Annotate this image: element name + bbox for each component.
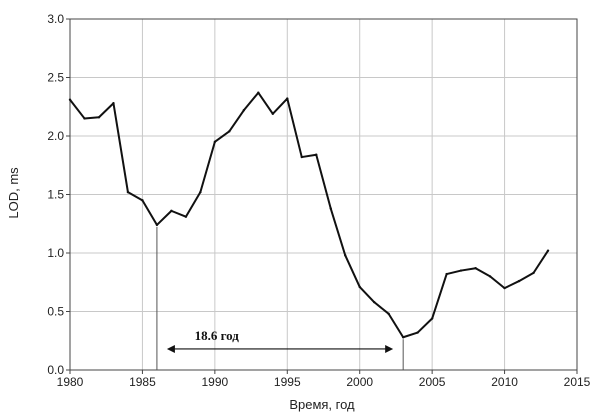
data-point — [373, 300, 376, 304]
y-axis-title: LOD, ms — [6, 167, 21, 219]
data-point — [459, 269, 463, 272]
data-point — [126, 190, 130, 194]
y-tick-label: 3.0 — [47, 12, 64, 26]
data-point — [416, 331, 419, 334]
data-point — [401, 336, 405, 339]
data-point — [68, 98, 72, 101]
tick-labels: 1980 1985 1990 1995 2000 2005 2010 2015 0.0 0.5 1.… — [47, 12, 590, 389]
data-point — [344, 254, 347, 257]
annotation: 18.6 год — [166, 328, 394, 353]
y-tick-label: 0.5 — [47, 305, 64, 319]
period-label: 18.6 год — [195, 328, 240, 343]
data-point — [170, 209, 173, 213]
x-axis-title: Время, год — [289, 397, 355, 412]
data-point — [300, 155, 303, 159]
x-tick-label: 2005 — [419, 375, 446, 389]
period-markers — [156, 226, 404, 370]
y-tick-label: 2.5 — [47, 71, 64, 85]
data-point — [488, 275, 492, 278]
data-point — [228, 130, 231, 133]
series-layer — [68, 91, 550, 339]
x-tick-label: 1990 — [202, 375, 229, 389]
x-tick-label: 1985 — [129, 375, 156, 389]
data-point — [474, 267, 477, 270]
data-point — [271, 112, 274, 115]
data-point — [315, 153, 318, 156]
data-point — [112, 102, 115, 105]
data-point — [503, 286, 506, 290]
data-point — [213, 140, 217, 144]
data-point — [445, 272, 448, 276]
lod-series-line — [69, 91, 549, 339]
data-point — [286, 97, 289, 100]
y-tick-label: 0.0 — [47, 363, 64, 377]
arrowhead-left — [166, 344, 175, 353]
data-point — [83, 117, 86, 120]
data-point — [387, 312, 390, 316]
data-point — [141, 199, 144, 202]
data-point — [532, 271, 535, 275]
data-point — [546, 249, 550, 252]
x-tick-label: 2015 — [564, 375, 591, 389]
data-point — [517, 279, 521, 283]
y-tick-label: 1.5 — [47, 188, 64, 202]
data-point — [329, 207, 332, 210]
y-tick-label: 2.0 — [47, 129, 64, 143]
x-tick-label: 2010 — [491, 375, 518, 389]
arrowhead-right — [385, 344, 394, 353]
axes — [66, 18, 578, 374]
grid — [70, 19, 577, 370]
data-point — [242, 109, 246, 112]
data-point — [199, 190, 202, 194]
data-point — [358, 285, 361, 289]
y-tick-label: 1.0 — [47, 246, 64, 260]
data-point — [97, 116, 101, 119]
data-point — [430, 317, 434, 320]
x-tick-label: 2000 — [346, 375, 373, 389]
data-point — [155, 223, 159, 227]
x-tick-label: 1995 — [274, 375, 301, 389]
data-point — [257, 91, 260, 94]
data-point — [184, 215, 188, 218]
x-tick-label: 1980 — [57, 375, 84, 389]
